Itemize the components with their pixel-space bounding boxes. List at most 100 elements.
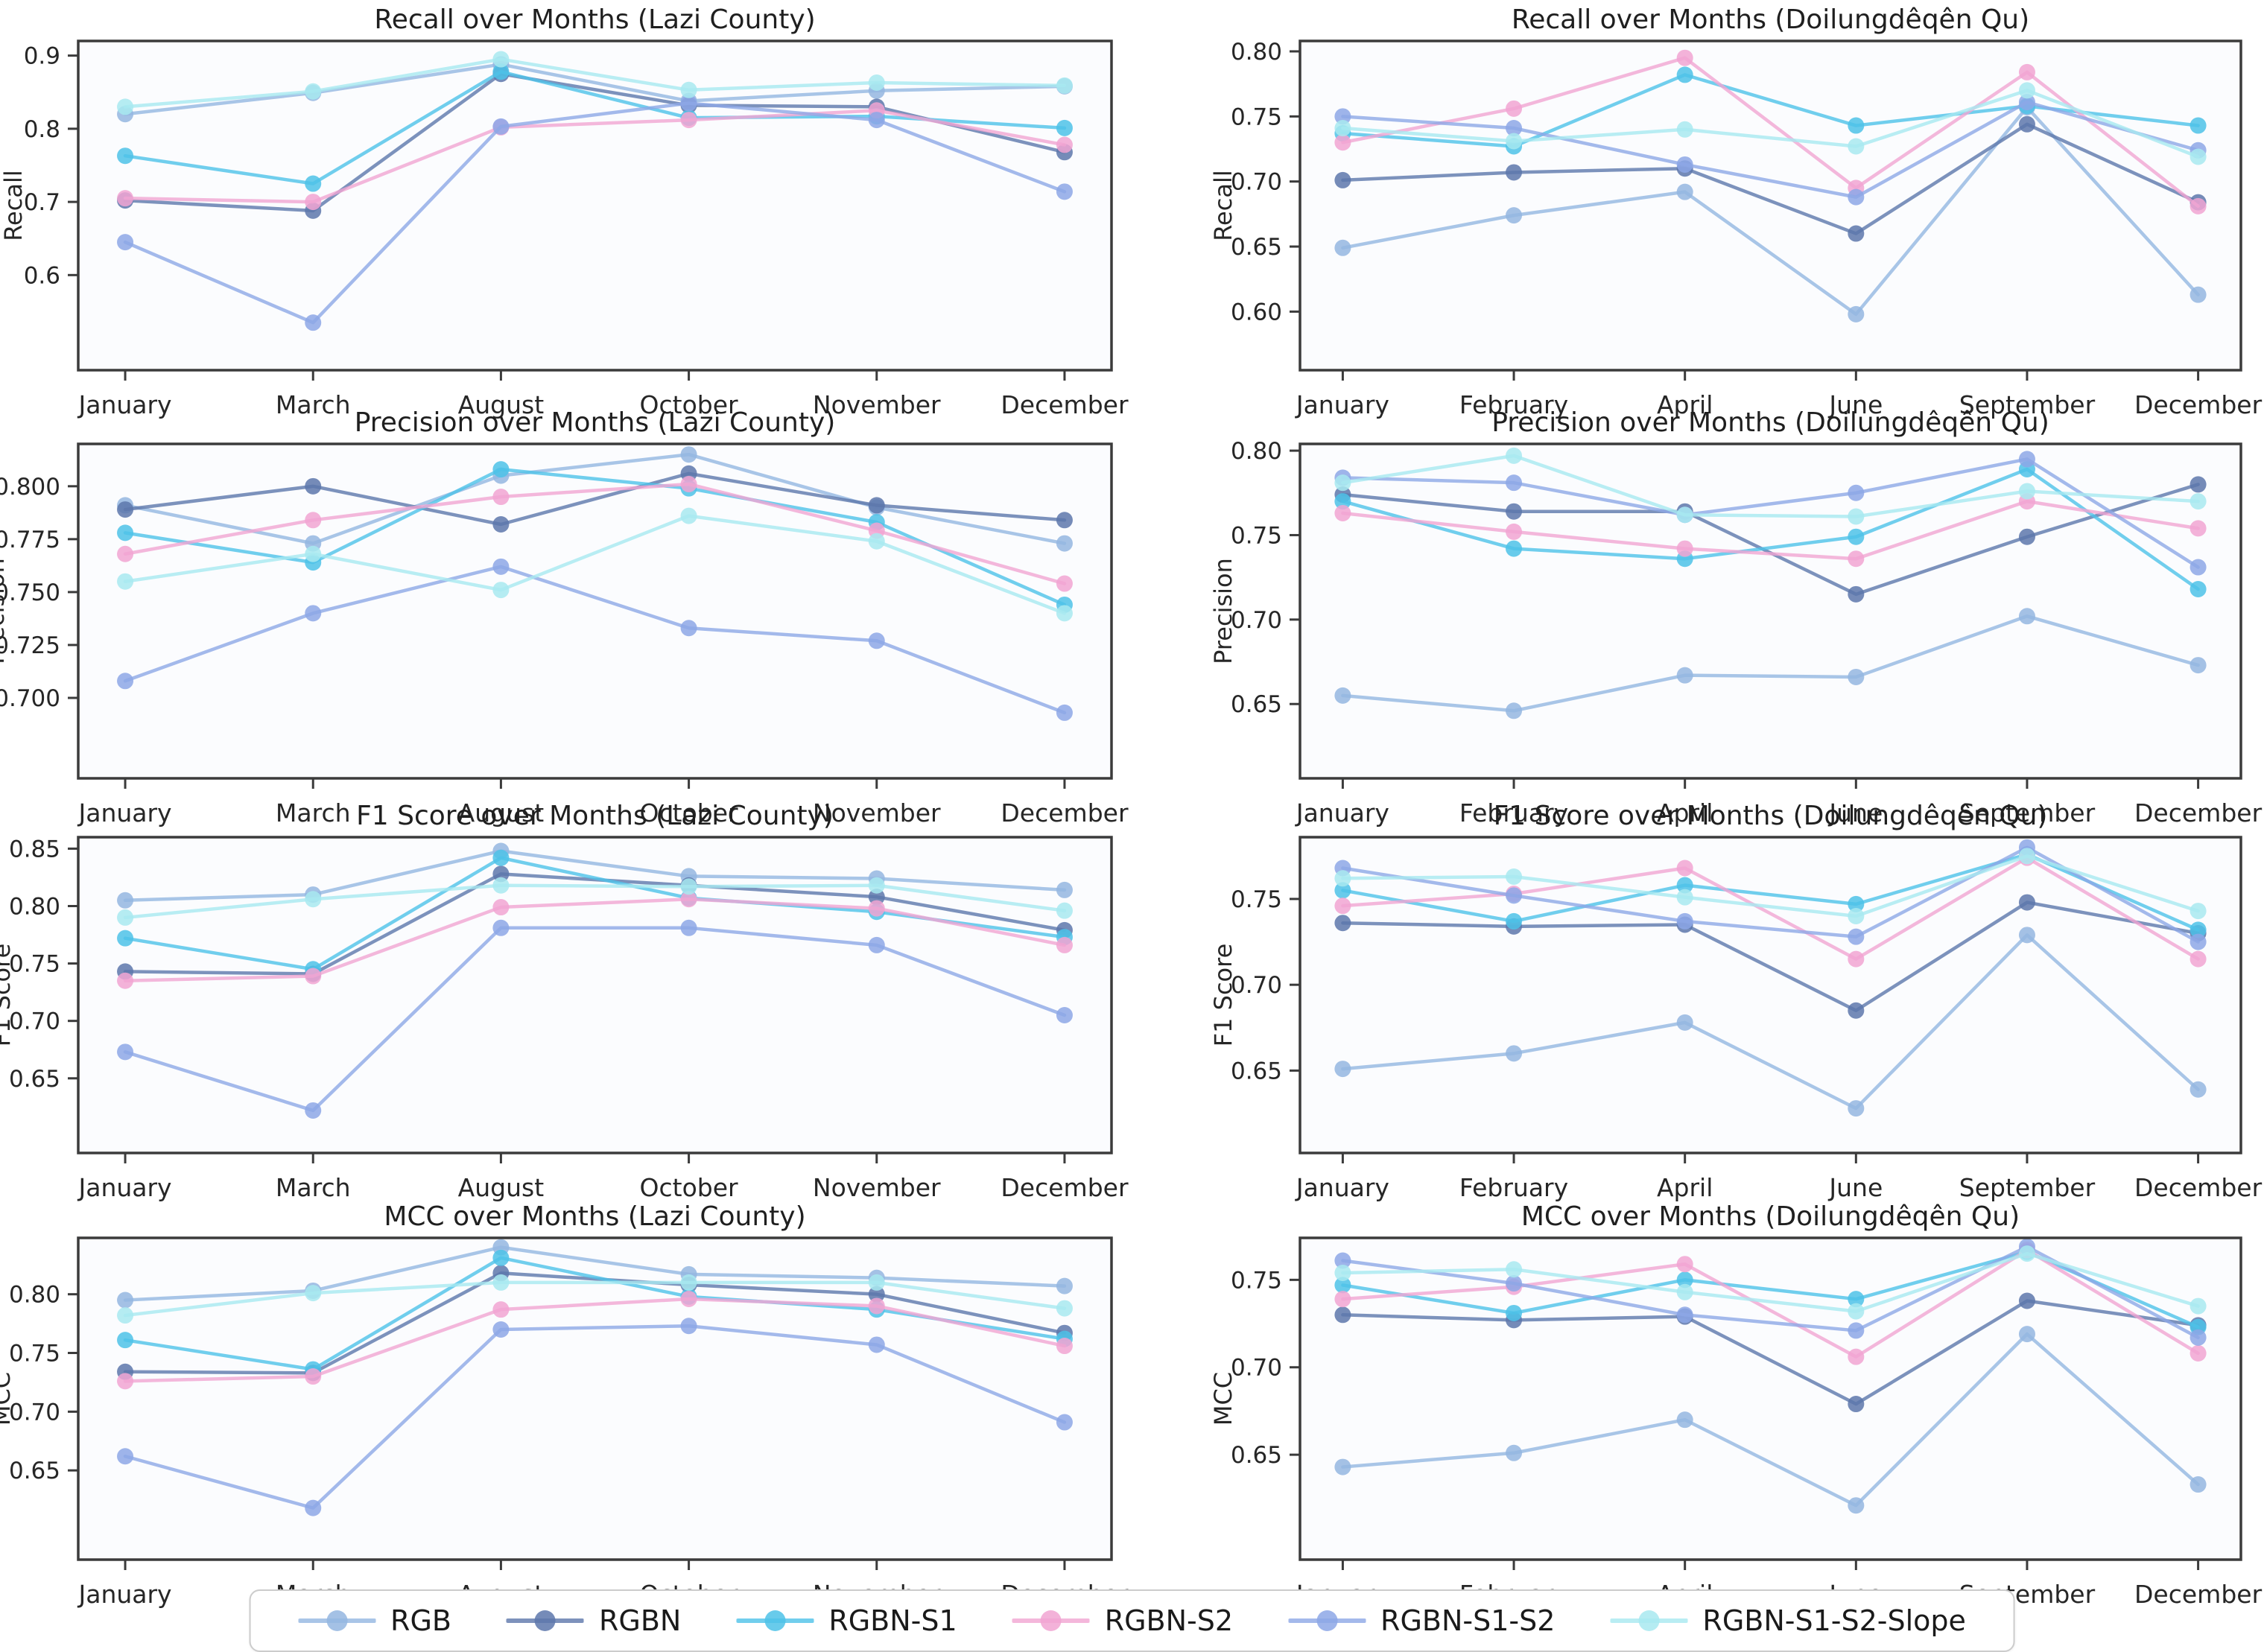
series-line-rgbn-s2 bbox=[123, 109, 1067, 204]
x-tick-label: September bbox=[1959, 390, 2096, 419]
data-point-rgbn-s1-s2-slope bbox=[680, 878, 697, 895]
data-point-rgbn-s1-s2 bbox=[868, 112, 885, 129]
data-point-rgbn-s1-s2-slope bbox=[2018, 82, 2035, 99]
y-tick-label: 0.700 bbox=[0, 685, 60, 712]
subplot-recall-over-months-doilungd-q-n-qu: 0.60 0.65 0.70 0.75 0.80 January February April… bbox=[1209, 4, 2263, 419]
series-line-rgbn bbox=[1341, 1299, 2200, 1406]
data-point-rgbn-s2 bbox=[680, 891, 697, 908]
data-point-rgbn-s1-s2-slope bbox=[1334, 120, 1351, 137]
data-point-rgbn-s2 bbox=[1848, 950, 1865, 968]
x-tick-label: April bbox=[1657, 1173, 1713, 1202]
data-point-rgbn bbox=[2190, 476, 2207, 493]
data-point-rgbn-s2 bbox=[2190, 197, 2207, 215]
data-point-rgb bbox=[2190, 657, 2207, 674]
data-point-rgbn-s1-s2 bbox=[492, 1321, 510, 1338]
x-tick-label: October bbox=[640, 798, 738, 827]
x-tick-label: April bbox=[1657, 390, 1713, 419]
y-tick-label: 0.70 bbox=[9, 1008, 60, 1035]
legend-label: RGBN-S2 bbox=[1104, 1604, 1234, 1637]
y-axis-label: Precision bbox=[1209, 558, 1237, 664]
data-point-rgb bbox=[1056, 1277, 1073, 1294]
data-point-rgbn-s1-s2-slope bbox=[1676, 889, 1693, 906]
data-point-rgbn-s1-s2 bbox=[1848, 1322, 1865, 1339]
x-tick-label: December bbox=[1001, 390, 1129, 419]
series-line-rgb bbox=[1341, 614, 2200, 713]
x-tick-label: September bbox=[1959, 1173, 2096, 1202]
series-line-rgbn-s2 bbox=[1341, 1248, 2200, 1359]
y-axis-label: MCC bbox=[0, 1372, 16, 1426]
data-point-rgbn-s1-s2-slope bbox=[1056, 902, 1073, 919]
data-point-rgb bbox=[1848, 1497, 1865, 1514]
data-point-rgbn-s1-s2 bbox=[680, 1318, 697, 1335]
series-line-rgbn-s1 bbox=[1341, 1250, 2200, 1329]
data-point-rgbn-s1-s2 bbox=[1334, 1252, 1351, 1269]
data-point-rgb bbox=[1056, 535, 1073, 552]
data-point-rgbn-s1-s2 bbox=[305, 1102, 322, 1119]
data-point-rgbn-s1-s2 bbox=[305, 605, 322, 622]
data-point-rgbn-s1 bbox=[1506, 912, 1523, 930]
data-point-rgbn-s2 bbox=[305, 968, 322, 985]
data-point-rgbn-s1-s2-slope bbox=[1334, 1264, 1351, 1281]
data-point-rgbn bbox=[492, 865, 510, 883]
x-tick-label: October bbox=[640, 390, 738, 419]
subplot-recall-over-months-lazi-county: 0.6 0.7 0.8 0.9 January March August October Nov… bbox=[0, 4, 1129, 419]
y-tick-label: 0.75 bbox=[1231, 886, 1282, 913]
data-point-rgbn-s1-s2 bbox=[2190, 559, 2207, 576]
data-point-rgb bbox=[2018, 927, 2035, 944]
legend-dot bbox=[326, 1610, 348, 1631]
series-line-rgbn-s1-s2-slope bbox=[1341, 854, 2200, 918]
data-point-rgbn-s2 bbox=[1056, 136, 1073, 153]
y-axis-label: Precision bbox=[0, 558, 10, 664]
data-point-rgbn bbox=[2018, 528, 2035, 545]
data-point-rgbn bbox=[868, 1286, 885, 1303]
series-line-rgbn-s1-s2 bbox=[123, 1324, 1067, 1510]
series-line-rgbn-s1-s2 bbox=[123, 565, 1067, 715]
x-tick-label: June bbox=[1827, 390, 1883, 419]
x-tick-label: December bbox=[1001, 798, 1129, 827]
y-tick-label: 0.65 bbox=[1231, 1442, 1282, 1469]
series-line-rgb bbox=[1341, 933, 2200, 1111]
data-point-rgbn-s1-s2-slope bbox=[305, 83, 322, 100]
data-point-rgbn-s2 bbox=[1848, 550, 1865, 568]
series-line-rgbn-s1-s2 bbox=[1341, 457, 2200, 569]
data-point-rgb bbox=[1334, 1061, 1351, 1078]
data-point-rgbn bbox=[2018, 115, 2035, 133]
x-tick-label: June bbox=[1827, 1173, 1883, 1202]
legend-marker-icon bbox=[1610, 1610, 1688, 1631]
y-tick-label: 0.8 bbox=[24, 116, 60, 143]
data-point-rgbn-s1-s2 bbox=[1056, 1006, 1073, 1023]
series-line-rgb bbox=[123, 849, 1067, 903]
series-line-rgbn-s2 bbox=[123, 482, 1067, 585]
data-point-rgbn-s1-s2-slope bbox=[1848, 1303, 1865, 1320]
data-point-rgbn-s1-s2-slope bbox=[1506, 133, 1523, 150]
y-tick-label: 0.65 bbox=[1231, 1058, 1282, 1084]
y-tick-label: 0.75 bbox=[1231, 1267, 1282, 1294]
data-point-rgbn-s1-s2 bbox=[1506, 120, 1523, 137]
y-tick-label: 0.65 bbox=[9, 1458, 60, 1484]
data-point-rgb bbox=[1676, 183, 1693, 200]
data-point-rgbn-s1 bbox=[1334, 493, 1351, 510]
x-tick-label: September bbox=[1959, 798, 2096, 827]
x-tick-label: June bbox=[1827, 798, 1883, 827]
data-point-rgbn-s2 bbox=[1056, 575, 1073, 592]
legend-label: RGBN bbox=[598, 1604, 682, 1637]
x-tick-label: January bbox=[77, 1580, 171, 1609]
x-tick-label: January bbox=[1295, 1173, 1389, 1202]
data-point-rgbn-s1-s2-slope bbox=[2190, 493, 2207, 510]
data-point-rgbn-s2 bbox=[1056, 936, 1073, 953]
y-tick-label: 0.70 bbox=[1231, 972, 1282, 999]
data-point-rgbn-s1-s2-slope bbox=[117, 573, 134, 590]
data-point-rgb bbox=[2018, 608, 2035, 625]
data-point-rgbn bbox=[1848, 1396, 1865, 1413]
data-point-rgb bbox=[1848, 668, 1865, 685]
x-tick-label: March bbox=[276, 1173, 351, 1202]
data-point-rgbn-s1 bbox=[2190, 921, 2207, 938]
x-tick-label: August bbox=[458, 798, 545, 827]
legend-marker-icon bbox=[1288, 1610, 1366, 1631]
x-tick-label: March bbox=[276, 390, 351, 419]
data-point-rgbn-s1 bbox=[1506, 1304, 1523, 1321]
data-point-rgbn-s2 bbox=[680, 1290, 697, 1307]
y-tick-label: 0.75 bbox=[9, 1341, 60, 1367]
data-point-rgb bbox=[1848, 1100, 1865, 1117]
data-point-rgbn-s1-s2-slope bbox=[492, 51, 510, 68]
